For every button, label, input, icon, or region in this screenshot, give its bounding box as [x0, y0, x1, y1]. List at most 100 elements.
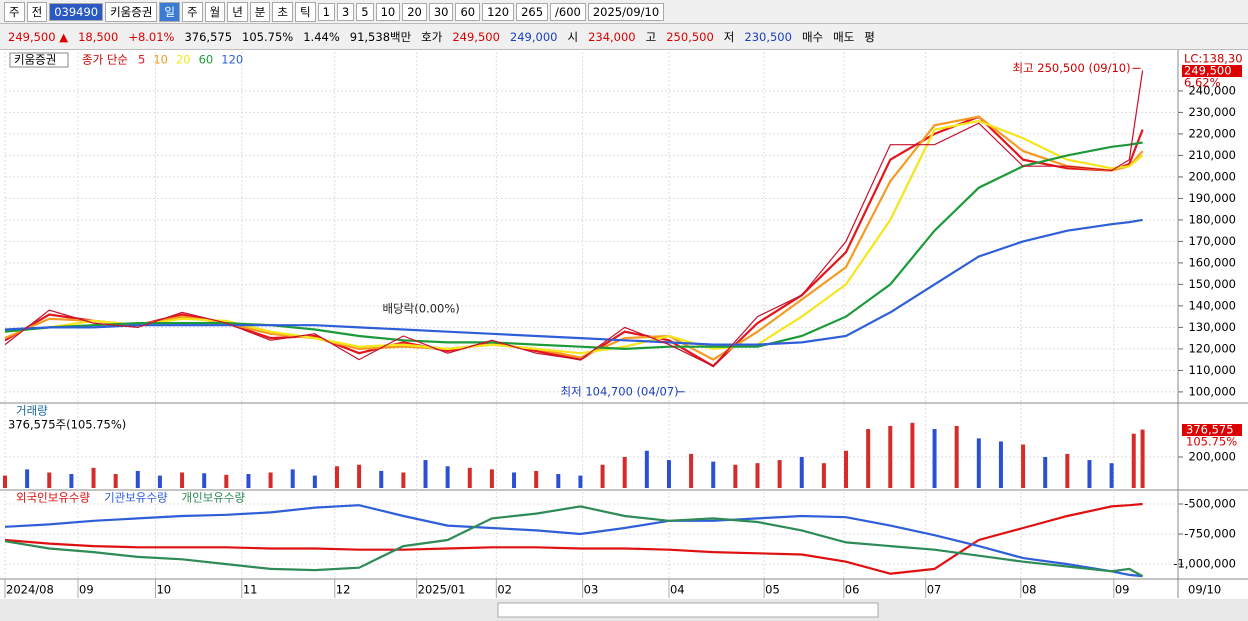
ma-line — [4, 119, 1144, 355]
toolbar-button[interactable]: 30 — [428, 2, 454, 21]
volume-bar — [689, 453, 694, 488]
right-label-bg — [1182, 65, 1242, 77]
y-tick-label: 210,000 — [1188, 148, 1236, 162]
right-label: 376,575 — [1186, 423, 1234, 437]
toolbar-button[interactable]: 120 — [482, 2, 515, 21]
toolbar-button[interactable]: 주 — [182, 1, 203, 22]
toolbar-button[interactable]: 틱 — [294, 1, 316, 22]
legend-prefix: 종가 단순 — [82, 53, 128, 67]
toolbar-button[interactable]: 5 — [356, 2, 374, 21]
info-field[interactable]: 249,000 — [509, 29, 558, 44]
toolbar-button[interactable]: 2025/09/10 — [587, 2, 665, 21]
volume-bar — [888, 425, 893, 488]
annotation: 최고 250,500 (09/10) — [1012, 61, 1130, 75]
volume-bar — [467, 467, 472, 488]
volume-bar — [25, 469, 30, 488]
volume-bar — [1140, 429, 1145, 488]
volume-bar — [312, 475, 317, 488]
volume-bar — [534, 470, 539, 488]
x-tick-label: 07 — [927, 583, 942, 597]
x-tick-label: 10 — [156, 583, 171, 597]
volume-bar — [91, 467, 96, 488]
volume-bar — [357, 464, 362, 488]
volume-bar — [113, 474, 118, 488]
volume-bar — [777, 460, 782, 488]
annotation: 최저 104,700 (04/07) — [561, 384, 679, 398]
toolbar-button[interactable]: 전 — [26, 1, 48, 22]
volume-bar — [157, 475, 162, 488]
volume-bar — [622, 456, 627, 488]
info-field[interactable]: 매수 — [801, 29, 824, 44]
toolbar-button[interactable]: 20 — [402, 2, 427, 21]
info-field[interactable]: 18,500 — [78, 29, 119, 44]
volume-bar — [976, 438, 981, 488]
toolbar-button[interactable]: 265 — [516, 2, 549, 21]
info-field[interactable]: 91,538백만 — [349, 29, 412, 44]
info-field[interactable]: 249,500 ▲ — [8, 29, 69, 44]
x-tick-label: 2025/01 — [418, 583, 466, 597]
info-field[interactable]: 234,000 — [588, 29, 636, 44]
volume-bar — [954, 425, 959, 488]
volume-bar — [3, 475, 7, 488]
toolbar-button[interactable]: 1 — [317, 2, 335, 21]
volume-bar — [910, 422, 915, 488]
volume-bar — [1021, 444, 1026, 488]
info-field[interactable]: 249,500 — [452, 29, 500, 44]
toolbar-button[interactable]: 키움증권 — [105, 1, 158, 22]
volume-bar — [489, 469, 494, 488]
info-field[interactable]: 매도 — [833, 29, 855, 44]
toolbar-button[interactable]: 년 — [227, 1, 248, 22]
legend-item: 기관보유수량 — [104, 491, 168, 505]
info-field[interactable]: 고 — [645, 29, 657, 44]
y-tick-label: 150,000 — [1188, 277, 1236, 291]
y-tick-label: -500,000 — [1184, 497, 1236, 511]
chart-area: 2024/08 09 10 11 12 2025/01 02 03 04 05 06 07 08 09 09… — [0, 50, 1248, 621]
y-tick-label: 190,000 — [1188, 191, 1236, 205]
right-label-bg — [1182, 53, 1242, 65]
volume-bar — [932, 429, 937, 488]
info-field[interactable]: 230,500 — [744, 29, 792, 44]
info-field[interactable]: 저 — [723, 29, 735, 44]
info-field[interactable]: 105.75% — [242, 29, 294, 44]
x-tick-label: 2024/08 — [6, 583, 54, 597]
close-line — [4, 70, 1144, 367]
label-box — [9, 52, 69, 68]
info-field[interactable]: 시 — [567, 29, 579, 44]
info-field[interactable]: 호가 — [421, 29, 443, 44]
volume-bar — [401, 472, 406, 488]
toolbar-button[interactable]: 039490 — [49, 2, 104, 21]
toolbar-button[interactable]: 3 — [336, 2, 355, 21]
right-label: LC:138,30 — [1184, 52, 1243, 66]
toolbar-button[interactable]: 월 — [204, 1, 226, 22]
toolbar-button[interactable]: /600 — [550, 2, 586, 21]
holding-line — [4, 504, 1143, 578]
toolbar-button[interactable]: 분 — [249, 1, 271, 22]
legend-item: 10 — [153, 53, 168, 67]
toolbar-button[interactable]: 주 — [4, 1, 25, 22]
infobar: 249,500 ▲ 18,500 +8.01% 376,575 105.75% 1.44%… — [0, 24, 1248, 50]
y-tick-label: -1,000,000 — [1173, 557, 1236, 571]
toolbar-button[interactable]: 초 — [272, 1, 293, 22]
y-tick-label: 160,000 — [1188, 255, 1236, 269]
toolbar-button[interactable]: 10 — [375, 2, 401, 21]
info-field[interactable]: 1.44% — [303, 29, 340, 44]
info-field[interactable]: +8.01% — [128, 29, 175, 44]
x-end-label: 09/10 — [1188, 583, 1221, 597]
y-tick-label: 220,000 — [1188, 126, 1236, 140]
volume-bar — [1131, 433, 1136, 488]
legend-item: 120 — [221, 53, 243, 67]
volume-bar — [224, 474, 229, 488]
volume-bar — [423, 460, 428, 488]
volume-bar — [246, 474, 251, 488]
volume-bar — [844, 450, 849, 488]
toolbar-button[interactable]: 일 — [159, 1, 181, 22]
y-tick-label: 120,000 — [1188, 341, 1236, 355]
toolbar-button[interactable]: 60 — [455, 2, 481, 21]
y-tick-label: 110,000 — [1188, 363, 1236, 377]
info-field[interactable]: 250,500 — [666, 29, 714, 44]
volume-bar — [866, 429, 871, 488]
right-label-bg — [1182, 424, 1242, 436]
legend-item: 외국인보유수량 — [16, 491, 90, 505]
info-field[interactable]: 평 — [864, 29, 875, 44]
info-field[interactable]: 376,575 — [184, 29, 233, 44]
